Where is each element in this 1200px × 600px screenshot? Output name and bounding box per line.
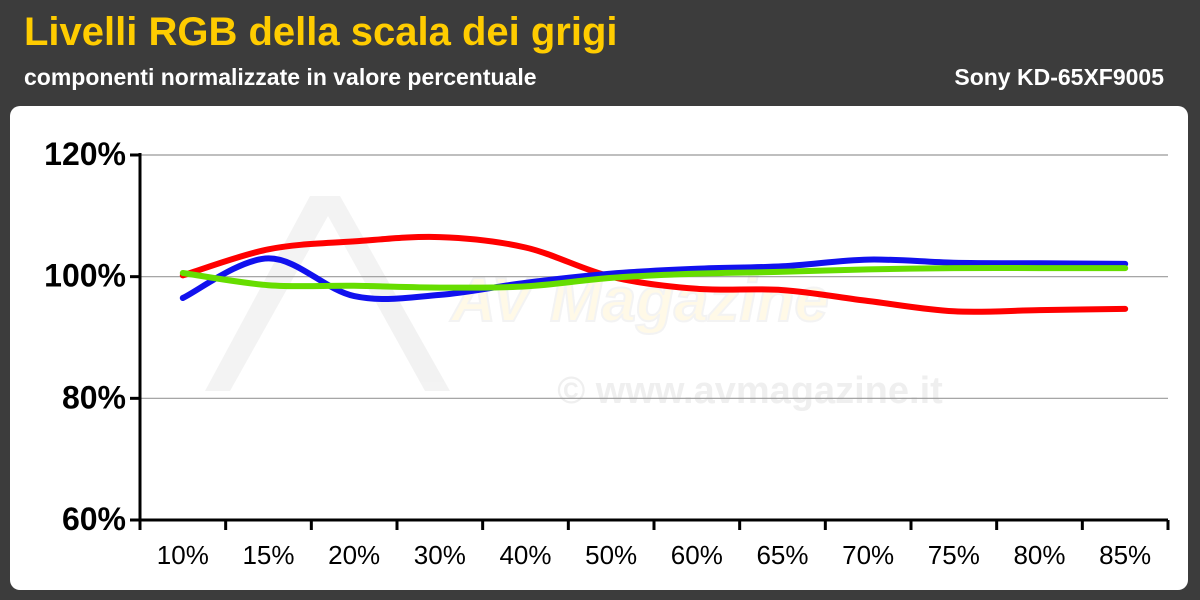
watermark-url: © www.avmagazine.it [557,370,943,412]
x-tick-label: 85% [1099,540,1151,570]
chart-title: Livelli RGB della scala dei grigi [24,10,618,54]
line-chart: AV Magazine © www.avmagazine.it 60% 80% 10… [44,136,1170,570]
series-group [179,233,1129,315]
x-tick-label: 70% [842,540,894,570]
x-tick-label: 50% [585,540,637,570]
x-tick-label: 60% [671,540,723,570]
y-tick-label: 80% [62,379,126,415]
x-tick-label: 65% [756,540,808,570]
x-tick-label: 80% [1013,540,1065,570]
series-line [179,255,1129,302]
y-tick-label: 60% [62,501,126,537]
x-tick-label: 20% [328,540,380,570]
x-tick-label: 40% [499,540,551,570]
watermark: AV Magazine © www.avmagazine.it [205,196,943,412]
chart-subtitle: componenti normalizzate in valore percen… [24,64,537,90]
x-tick-label: 75% [928,540,980,570]
chart-panel: AV Magazine © www.avmagazine.it 60% 80% 10… [10,106,1188,590]
x-tick-label: 30% [414,540,466,570]
series-line [179,233,1129,315]
series-line [179,265,1129,291]
device-model: Sony KD-65XF9005 [954,64,1164,90]
x-tick-label: 10% [157,540,209,570]
y-tick-label: 120% [44,136,126,172]
header-bar: Livelli RGB della scala dei grigi compon… [0,0,1200,106]
axes: 60% 80% 100% 120% 10% 15% 20% 30% 40% 50% 60% 65% 70… [44,136,1170,570]
y-tick-label: 100% [44,258,126,294]
x-tick-label: 15% [242,540,294,570]
watermark-logo-shape [205,196,450,391]
